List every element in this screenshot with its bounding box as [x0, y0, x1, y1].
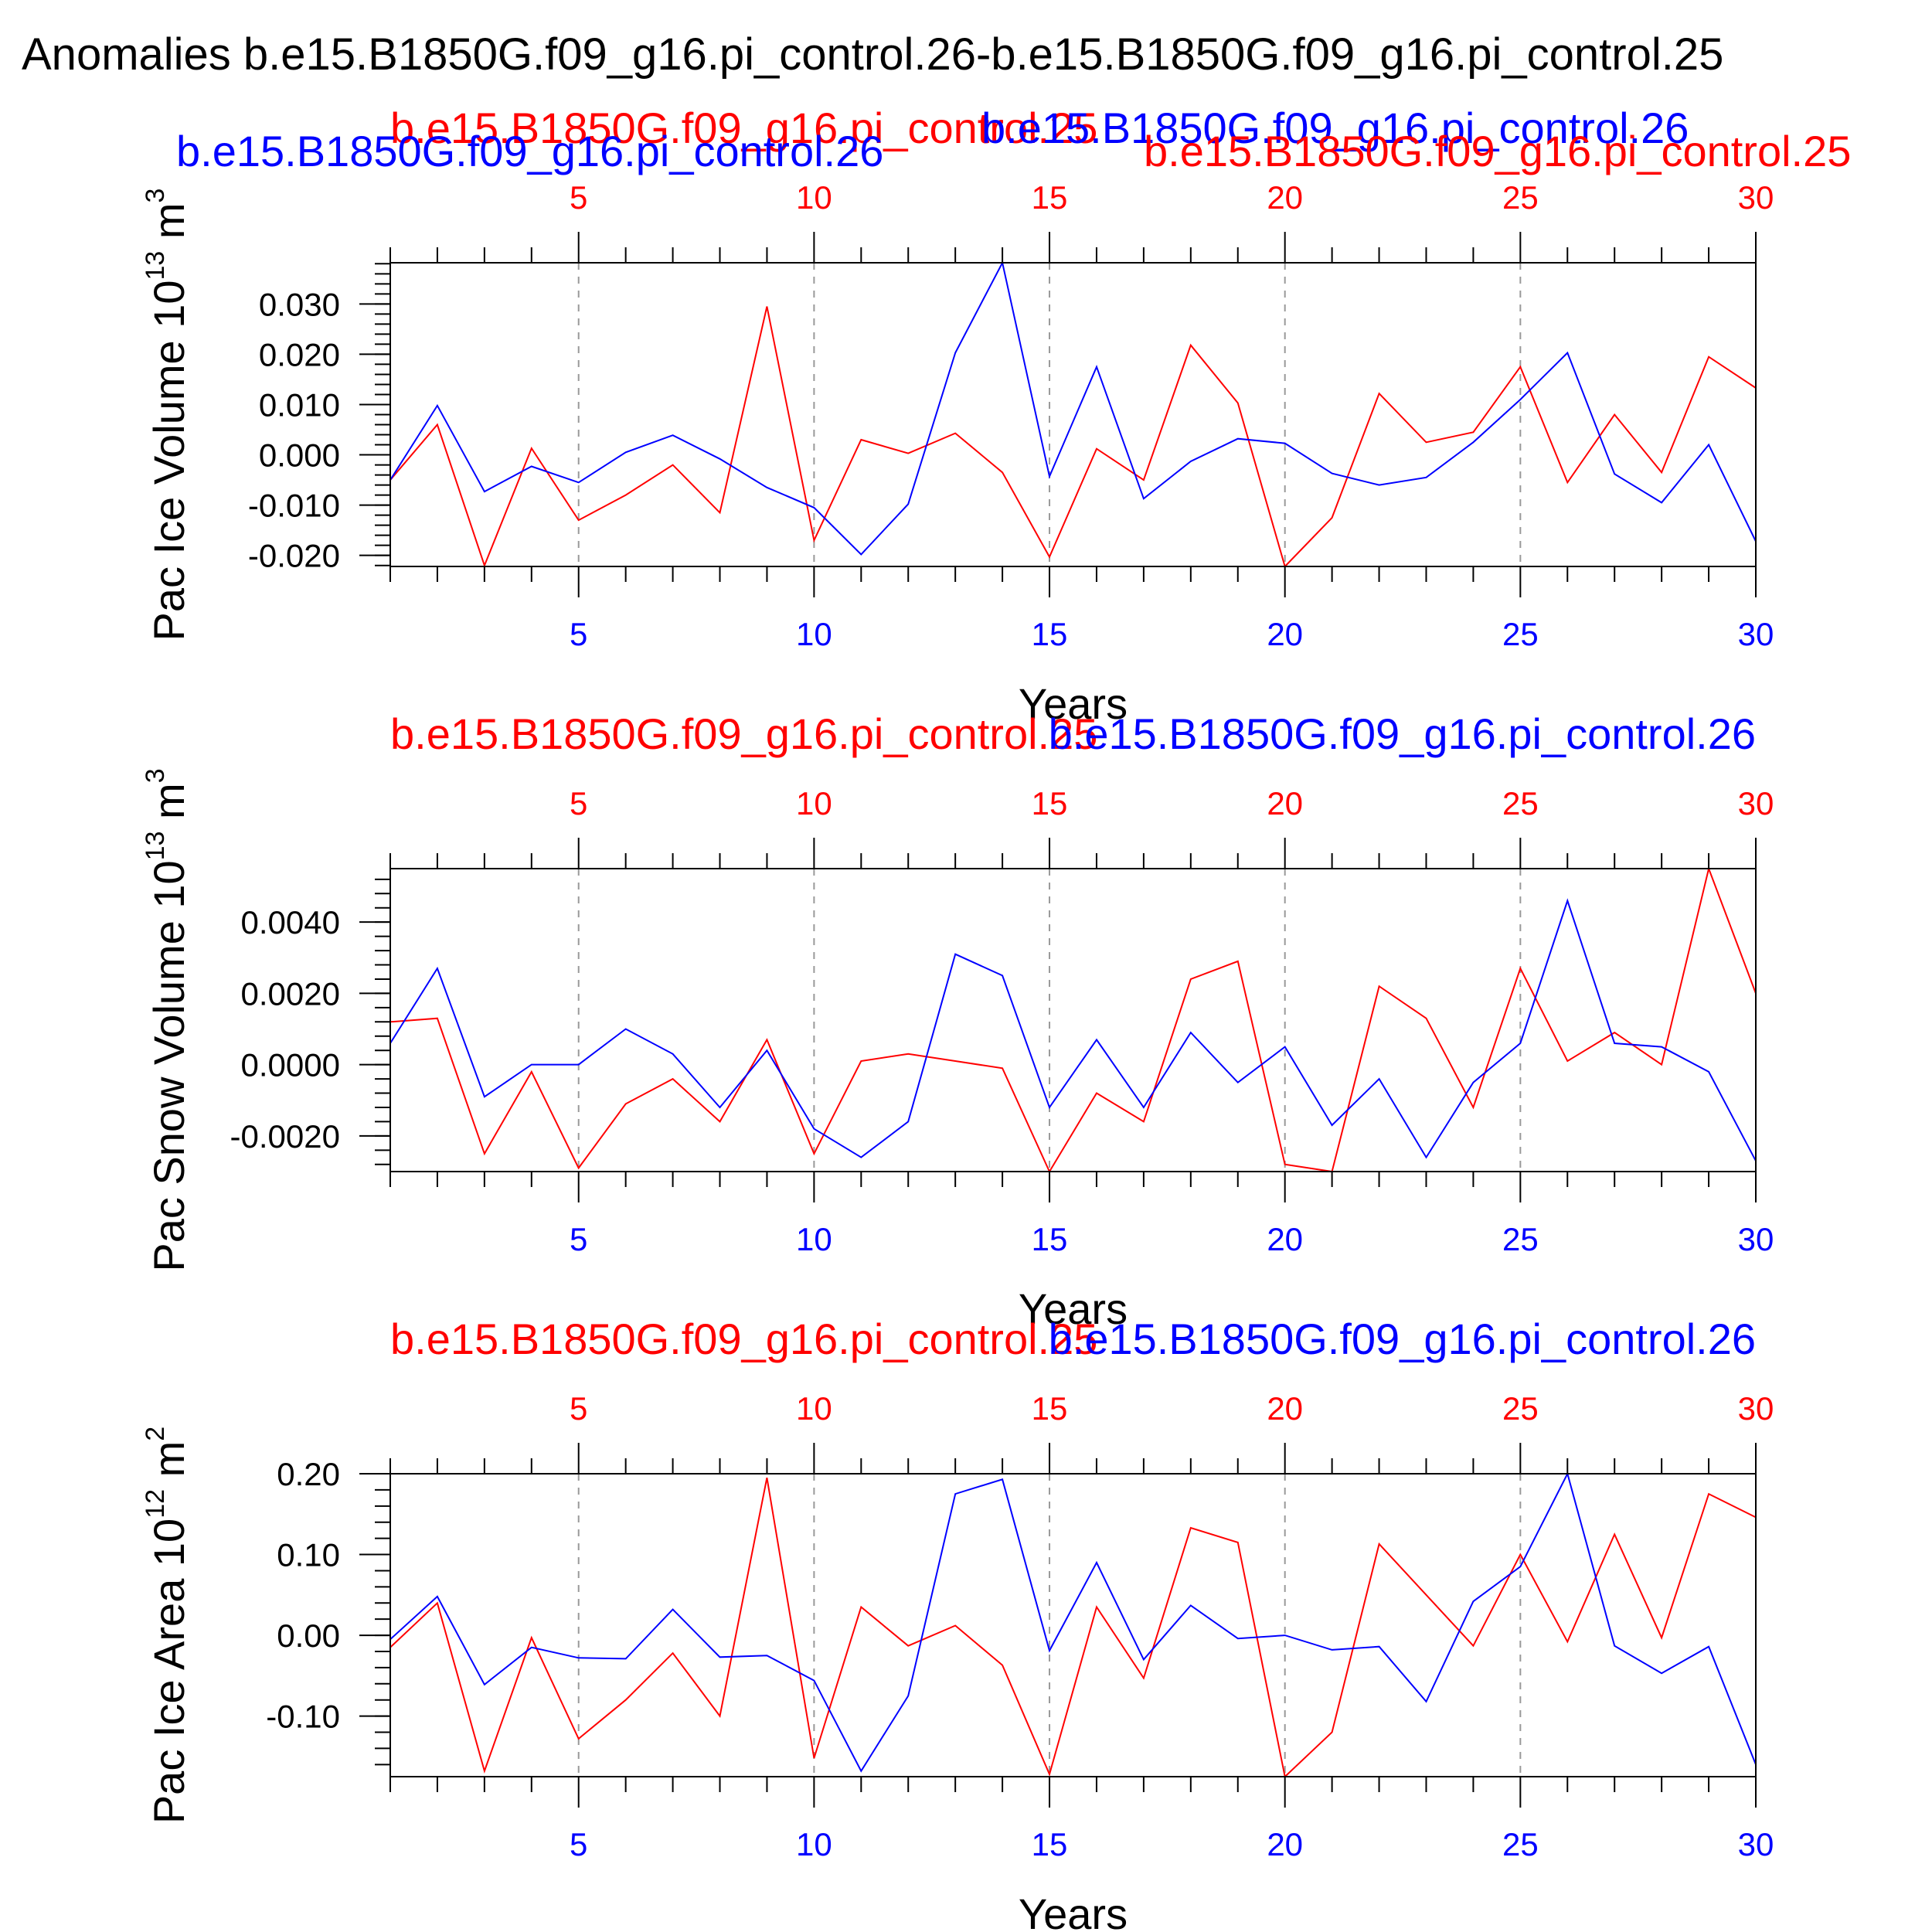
x-axis-label: Years	[1019, 1284, 1128, 1333]
x-tick-label-top: 25	[1502, 179, 1539, 216]
y-label-unit-exponent: 3	[141, 189, 170, 203]
figure-title: Anomalies b.e15.B1850G.f09_g16.pi_contro…	[22, 29, 1723, 80]
y-label-unit-exponent: 3	[141, 768, 170, 783]
series-line-blue	[389, 260, 1757, 556]
x-tick-label-bottom: 30	[1738, 1826, 1774, 1862]
legend-label-red: b.e15.B1850G.f09_g16.pi_control.25	[390, 1315, 1097, 1363]
x-axis-label: Years	[1019, 679, 1128, 728]
x-tick-label-bottom: 10	[796, 1221, 832, 1257]
legend-label-red: b.e15.B1850G.f09_g16.pi_control.25	[390, 104, 1097, 152]
x-tick-label-bottom: 15	[1032, 616, 1068, 652]
x-tick-label-bottom: 25	[1502, 1826, 1539, 1862]
legend-label-red: b.e15.B1850G.f09_g16.pi_control.25	[390, 709, 1097, 758]
legend-label-blue: b.e15.B1850G.f09_g16.pi_control.26	[981, 104, 1689, 152]
x-tick-label-top: 15	[1032, 179, 1068, 216]
y-tick-label: 0.0040	[241, 904, 340, 940]
x-tick-label-top: 25	[1502, 1390, 1539, 1427]
x-tick-label-bottom: 10	[796, 616, 832, 652]
y-label-exponent: 13	[141, 831, 170, 860]
x-tick-label-bottom: 30	[1738, 1221, 1774, 1257]
y-label-text: Pac Snow Volume 10	[145, 860, 193, 1271]
x-tick-label-bottom: 30	[1738, 616, 1774, 652]
x-tick-label-bottom: 10	[796, 1826, 832, 1862]
x-tick-label-bottom: 25	[1502, 616, 1539, 652]
x-tick-label-bottom: 15	[1032, 1826, 1068, 1862]
chart-panel-1: 5 5 10 10 15 15 20 20 25 25 30 30 -0.020 -0.010 0.000 0…	[141, 104, 1851, 728]
x-tick-label-bottom: 5	[570, 616, 587, 652]
y-tick-label: 0.00	[277, 1617, 340, 1654]
y-tick-label: 0.10	[277, 1537, 340, 1573]
plot-frame	[389, 868, 1757, 1172]
y-tick-label: 0.20	[277, 1456, 340, 1492]
x-tick-label-top: 20	[1267, 1390, 1303, 1427]
y-tick-label: 0.000	[259, 437, 340, 474]
y-tick-label: 0.0000	[241, 1047, 340, 1083]
y-tick-label: 0.030	[259, 286, 340, 322]
series-line-blue	[389, 898, 1757, 1162]
legend-label-blue: b.e15.B1850G.f09_g16.pi_control.26	[1049, 709, 1756, 758]
y-label-exponent: 13	[141, 251, 170, 281]
y-label-unit: m	[145, 783, 193, 831]
plot-frame	[389, 262, 1757, 567]
y-label-text: Pac Ice Volume 10	[145, 281, 193, 641]
y-label-unit-exponent: 2	[141, 1427, 170, 1441]
panels: 5510101515202025253030-0.020-0.0100.0000…	[141, 104, 1851, 1932]
y-tick-label: -0.10	[266, 1699, 340, 1735]
x-axis-label: Years	[1019, 1889, 1128, 1932]
x-tick-label-bottom: 20	[1267, 1221, 1303, 1257]
legend-label-blue: b.e15.B1850G.f09_g16.pi_control.26	[1049, 1315, 1756, 1363]
y-tick-label: -0.020	[248, 538, 340, 574]
x-tick-label-bottom: 5	[570, 1221, 587, 1257]
x-tick-label-top: 30	[1738, 179, 1774, 216]
x-tick-label-bottom: 25	[1502, 1221, 1539, 1257]
plot-frame	[389, 1473, 1757, 1777]
x-tick-label-bottom: 20	[1267, 1826, 1303, 1862]
series-line-red	[389, 1478, 1757, 1778]
y-axis-label: Pac Snow Volume 1013 m3	[141, 768, 193, 1271]
x-tick-label-bottom: 15	[1032, 1221, 1068, 1257]
y-label-unit: m	[145, 1441, 193, 1489]
x-tick-label-top: 20	[1267, 179, 1303, 216]
x-tick-label-bottom: 20	[1267, 616, 1303, 652]
series-line-red	[389, 306, 1757, 568]
legend-label-red: b.e15.B1850G.f09_g16.pi_control.25	[1144, 127, 1851, 175]
y-tick-label: 0.0020	[241, 975, 340, 1012]
y-tick-label: 0.020	[259, 336, 340, 372]
y-axis-label: Pac Ice Area 1012 m2	[141, 1427, 193, 1824]
x-tick-label-top: 25	[1502, 785, 1539, 821]
x-tick-label-top: 5	[570, 179, 587, 216]
y-tick-label: -0.0020	[230, 1118, 340, 1155]
x-tick-label-top: 15	[1032, 785, 1068, 821]
legend-label-blue: b.e15.B1850G.f09_g16.pi_control.26	[176, 127, 883, 175]
y-tick-label: 0.010	[259, 386, 340, 423]
series-line-blue	[389, 1471, 1757, 1773]
series-line-red	[389, 866, 1757, 1174]
x-tick-label-top: 15	[1032, 1390, 1068, 1427]
y-axis-label: Pac Ice Volume 1013 m3	[141, 189, 193, 641]
y-label-exponent: 12	[141, 1489, 170, 1519]
x-tick-label-top: 30	[1738, 785, 1774, 821]
x-tick-label-top: 5	[570, 1390, 587, 1427]
x-tick-label-bottom: 5	[570, 1826, 587, 1862]
chart-panel-2: 5 5 10 10 15 15 20 20 25 25 30 30 -0.0020 0.0000 0.002…	[141, 709, 1774, 1333]
x-tick-label-top: 10	[796, 1390, 832, 1427]
x-tick-label-top: 5	[570, 785, 587, 821]
y-label-text: Pac Ice Area 10	[145, 1519, 193, 1824]
chart-panel-3: 5 5 10 10 15 15 20 20 25 25 30 30 -0.10 0.00 0.10 0.20 P…	[141, 1315, 1774, 1932]
x-tick-label-top: 10	[796, 785, 832, 821]
x-tick-label-top: 30	[1738, 1390, 1774, 1427]
x-tick-label-top: 20	[1267, 785, 1303, 821]
x-tick-label-top: 10	[796, 179, 832, 216]
y-tick-label: -0.010	[248, 488, 340, 524]
y-label-unit: m	[145, 202, 193, 250]
